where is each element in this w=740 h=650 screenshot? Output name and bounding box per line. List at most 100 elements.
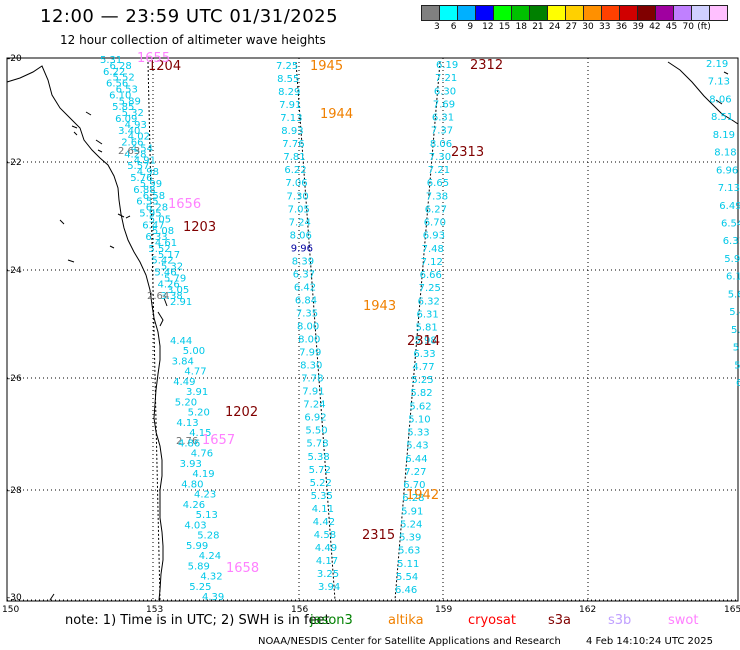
wave-height-value: 5.61 [728, 289, 740, 300]
pass-id-label: 1655 [137, 51, 170, 66]
legend-label: 33 [599, 22, 611, 32]
satellite-label-s3b: s3b [608, 613, 632, 628]
wave-height-value: 5.25 [411, 375, 433, 386]
lon-label: 156 [291, 605, 308, 615]
wave-height-value: 7.13 [280, 113, 302, 124]
pass-id-label: 1656 [168, 197, 201, 212]
wave-height-value: 5.24 [400, 519, 422, 530]
wave-height-value: 4.24 [199, 551, 221, 562]
wave-height-value: 5.21 [731, 325, 740, 336]
wave-height-value: 9.96 [291, 243, 313, 254]
wave-height-value: 3.91 [186, 387, 208, 398]
lat-label: -20 [7, 54, 22, 64]
wave-height-value: 2.91 [170, 297, 192, 308]
pass-id-label: 1203 [183, 220, 216, 235]
wave-height-value: 6.84 [295, 296, 317, 307]
wave-height-value: 6.28 [402, 493, 424, 504]
wave-height-value: 2.19 [706, 59, 728, 70]
pass-id-label: 1944 [320, 107, 353, 122]
wave-height-value: 5.89 [188, 561, 210, 572]
wave-height-value: 7.24 [289, 217, 311, 228]
map-grid [7, 57, 738, 601]
wave-height-value: 6.31 [417, 309, 439, 320]
wave-height-value: 4.44 [170, 336, 192, 347]
wave-height-value: 6.49 [719, 201, 740, 212]
wave-height-value: 2.66 [121, 138, 143, 149]
lat-label: -28 [7, 486, 22, 496]
wave-height-value: 4.02 [128, 132, 150, 143]
legend-label: 18 [515, 22, 527, 32]
longitude-labels: 150 153 156 159 162 165 [2, 605, 740, 615]
wave-height-value: 6.66 [420, 270, 442, 281]
wave-height-value: 6.31 [723, 236, 740, 247]
legend-label: 9 [467, 22, 474, 32]
wave-height-value: 6.70 [403, 480, 425, 491]
wave-height-value: 7.05 [288, 204, 310, 215]
wave-height-value: 7.99 [299, 348, 321, 359]
wave-height-value: 3.94 [318, 582, 340, 593]
wave-height-value: 5.20 [188, 408, 210, 419]
wave-height-value: 5.28 [197, 531, 219, 542]
wave-height-value: 4.11 [312, 504, 334, 515]
wave-height-value: 6.33 [145, 232, 167, 243]
wave-height-value: 5.76 [130, 173, 152, 184]
wave-height-value: 6.88 [133, 185, 155, 196]
wave-height-value: 5.43 [406, 441, 428, 452]
wave-height-value: 6.53 [116, 85, 138, 96]
pass-id-label: 1945 [310, 59, 343, 74]
wave-height-value: 5.82 [410, 388, 432, 399]
footer-timestamp: 4 Feb 14:10:24 UTC 2025 [586, 636, 713, 647]
wave-height-value: 4.77 [184, 367, 206, 378]
wave-height-value: 8.06 [709, 94, 731, 105]
wave-height-value: 5.54 [396, 572, 418, 583]
wave-height-value: 7.30 [429, 152, 451, 163]
lat-label: -22 [7, 158, 22, 168]
wave-height-value: 2.64 [147, 291, 169, 302]
wave-height-value: 5.00 [183, 346, 205, 357]
pass-id-label: 2313 [451, 145, 484, 160]
wave-height-value: 4.39 [202, 592, 224, 603]
wave-height-value: 6.55 [136, 197, 158, 208]
wave-height-value: 4.93 [125, 120, 147, 131]
legend-swatch [709, 5, 728, 21]
wave-height-value: 7.25 [276, 61, 298, 72]
wave-height-value: 4.26 [158, 279, 180, 290]
ground-tracks [147, 61, 441, 601]
map-title: 12:00 — 23:59 UTC 01/31/2025 [40, 6, 339, 27]
wave-height-value: 4.76 [191, 449, 213, 460]
note-text: note: 1) Time is in UTC; 2) SWH is in fe… [65, 613, 330, 628]
wave-height-value: 4.17 [316, 556, 338, 567]
wave-height-value: 4.28 [124, 149, 146, 160]
wave-height-value: 5.42 [151, 256, 173, 267]
wave-height-value: 7.13 [708, 77, 730, 88]
legend-label: 42 [649, 22, 661, 32]
wave-height-value: 5.91 [401, 506, 423, 517]
wave-height-value: 6.09 [115, 114, 137, 125]
wave-height-value: 8.30 [300, 361, 322, 372]
latitude-labels: -20 -22 -24 -26 -28 -30 [7, 54, 22, 603]
legend-label: 45 [665, 22, 678, 32]
wave-height-value: 6.33 [413, 349, 435, 360]
wave-height-value: 5.94 [724, 254, 740, 265]
map-frame [6, 57, 739, 602]
wave-height-value: 6.44 [405, 454, 427, 465]
wave-height-value: 5.78 [306, 439, 328, 450]
wave-height-value: 4.80 [181, 479, 203, 490]
lon-label: 165 [724, 605, 740, 615]
wave-height-value: 5.52 [113, 73, 135, 84]
wave-height-value: 5.57 [127, 161, 149, 172]
wave-height-value: 5.38 [308, 452, 330, 463]
wave-height-value: 4.77 [412, 362, 434, 373]
legend-label: 21 [532, 22, 544, 32]
wave-height-value: 5.17 [158, 250, 180, 261]
wave-height-value: 2.76 [176, 436, 198, 447]
lat-label: -30 [7, 593, 22, 603]
australia-coastline [6, 65, 164, 601]
satellite-label-s3a: s3a [548, 613, 572, 628]
legend-label: 39 [632, 22, 644, 32]
wave-height-value: 5.01 [734, 360, 740, 371]
wave-height-value: 7.91 [279, 100, 301, 111]
wave-height-value: 5.50 [305, 426, 327, 437]
pass-id-label: 1658 [226, 561, 259, 576]
